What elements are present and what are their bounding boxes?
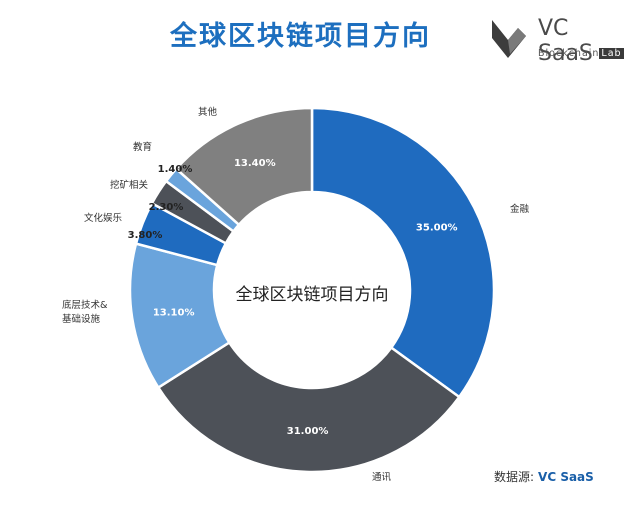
source-label: 数据源: — [494, 470, 535, 484]
slice-category-label: 文化娱乐 — [84, 212, 123, 224]
slice-6 — [174, 106, 314, 227]
slice-category-label: 其他 — [198, 106, 218, 118]
slice-value-label: 13.10% — [153, 307, 195, 318]
slice-1 — [156, 340, 461, 474]
source-value: VC SaaS — [538, 470, 594, 484]
slice-category-label: 挖矿相关 — [110, 179, 149, 191]
slice-value-label: 35.00% — [416, 222, 458, 233]
chart-title: 全球区块链项目方向 — [170, 21, 431, 52]
slice-value-label: 13.40% — [234, 158, 276, 169]
slice-value-label: 2.30% — [149, 202, 184, 213]
logo-subtitle-highlight: Lab — [599, 48, 624, 59]
vc-saas-logo: VC SaaS Blockchain Lab — [488, 8, 628, 70]
slice-value-label: 31.00% — [287, 426, 329, 437]
slice-category-label: 通讯 — [372, 472, 392, 483]
slice-category-label: 金融 — [510, 203, 530, 215]
slice-category-label: 底层技术&基础设施 — [62, 299, 108, 325]
logo-subtitle: Blockchain Lab — [538, 48, 624, 59]
logo-mark-icon — [492, 20, 526, 58]
slice-value-label: 1.40% — [158, 164, 193, 175]
slice-0 — [310, 106, 496, 399]
slice-value-label: 3.80% — [128, 230, 163, 241]
center-label: 全球区块链项目方向 — [236, 285, 389, 305]
slice-category-label: 教育 — [133, 141, 152, 153]
data-source: 数据源: VC SaaS — [494, 468, 594, 485]
logo-subtitle-prefix: Blockchain — [538, 48, 600, 59]
logo-name: VC SaaS — [538, 16, 593, 66]
